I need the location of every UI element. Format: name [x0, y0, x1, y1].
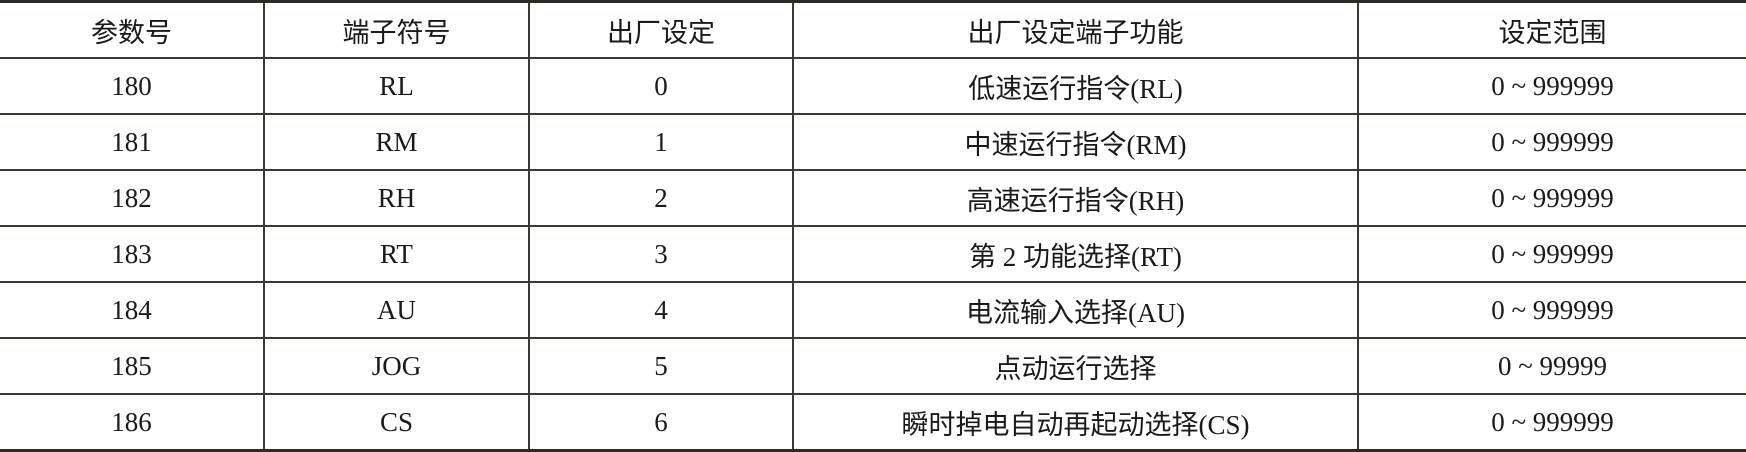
cell-terminal-function: 高速运行指令(RH) — [792, 169, 1359, 227]
cell-param-no: 183 — [0, 225, 265, 283]
cell-terminal-symbol: RM — [263, 113, 530, 171]
cell-terminal-function: 电流输入选择(AU) — [792, 281, 1359, 339]
table-row: 184 AU 4 电流输入选择(AU) 0 ~ 999999 — [0, 281, 1746, 339]
header-setting-range: 设定范围 — [1357, 0, 1746, 59]
table-row: 181 RM 1 中速运行指令(RM) 0 ~ 999999 — [0, 113, 1746, 171]
cell-terminal-function: 瞬时掉电自动再起动选择(CS) — [792, 393, 1359, 452]
header-terminal-function: 出厂设定端子功能 — [792, 0, 1359, 59]
cell-param-no: 182 — [0, 169, 265, 227]
cell-terminal-symbol: JOG — [263, 337, 530, 395]
cell-factory-setting: 1 — [528, 113, 794, 171]
cell-setting-range: 0 ~ 999999 — [1357, 169, 1746, 227]
header-row: 参数号 端子符号 出厂设定 出厂设定端子功能 设定范围 — [0, 0, 1746, 59]
cell-terminal-function: 低速运行指令(RL) — [792, 57, 1359, 115]
table-row: 180 RL 0 低速运行指令(RL) 0 ~ 999999 — [0, 57, 1746, 115]
cell-terminal-function: 第 2 功能选择(RT) — [792, 225, 1359, 283]
table-row: 183 RT 3 第 2 功能选择(RT) 0 ~ 999999 — [0, 225, 1746, 283]
cell-param-no: 185 — [0, 337, 265, 395]
table-row: 186 CS 6 瞬时掉电自动再起动选择(CS) 0 ~ 999999 — [0, 393, 1746, 452]
table-row: 182 RH 2 高速运行指令(RH) 0 ~ 999999 — [0, 169, 1746, 227]
cell-factory-setting: 6 — [528, 393, 794, 452]
cell-factory-setting: 4 — [528, 281, 794, 339]
cell-setting-range: 0 ~ 999999 — [1357, 225, 1746, 283]
cell-factory-setting: 5 — [528, 337, 794, 395]
cell-terminal-symbol: RH — [263, 169, 530, 227]
header-factory-setting: 出厂设定 — [528, 0, 794, 59]
cell-setting-range: 0 ~ 999999 — [1357, 113, 1746, 171]
cell-terminal-symbol: RT — [263, 225, 530, 283]
cell-terminal-symbol: AU — [263, 281, 530, 339]
cell-setting-range: 0 ~ 99999 — [1357, 337, 1746, 395]
cell-setting-range: 0 ~ 999999 — [1357, 57, 1746, 115]
header-param-no: 参数号 — [0, 0, 265, 59]
header-terminal-symbol: 端子符号 — [263, 0, 530, 59]
cell-terminal-function: 点动运行选择 — [792, 337, 1359, 395]
cell-setting-range: 0 ~ 999999 — [1357, 281, 1746, 339]
cell-param-no: 180 — [0, 57, 265, 115]
cell-terminal-symbol: CS — [263, 393, 530, 452]
cell-param-no: 186 — [0, 393, 265, 452]
cell-param-no: 181 — [0, 113, 265, 171]
cell-factory-setting: 0 — [528, 57, 794, 115]
cell-param-no: 184 — [0, 281, 265, 339]
cell-factory-setting: 2 — [528, 169, 794, 227]
table-row: 185 JOG 5 点动运行选择 0 ~ 99999 — [0, 337, 1746, 395]
cell-terminal-function: 中速运行指令(RM) — [792, 113, 1359, 171]
cell-setting-range: 0 ~ 999999 — [1357, 393, 1746, 452]
cell-factory-setting: 3 — [528, 225, 794, 283]
cell-terminal-symbol: RL — [263, 57, 530, 115]
